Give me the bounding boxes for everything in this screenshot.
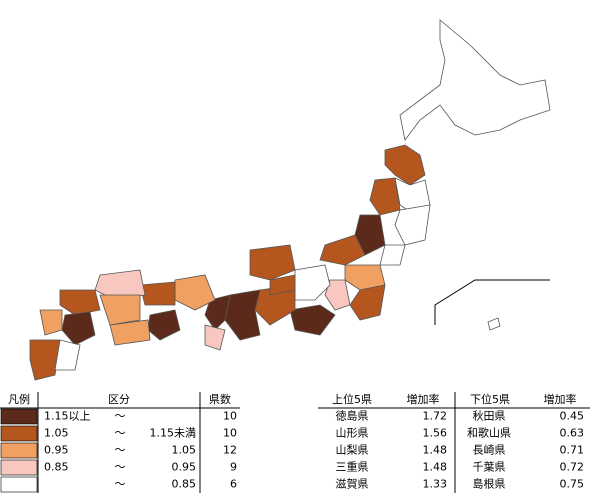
- region: [379, 244, 406, 266]
- region: [249, 244, 296, 281]
- header: 下位5県: [470, 392, 510, 406]
- region: [289, 304, 336, 336]
- region: [384, 144, 426, 186]
- rate: 0.75: [560, 478, 585, 491]
- rate: 0.45: [560, 410, 585, 423]
- region: [369, 177, 401, 216]
- range-to: 1.05: [172, 444, 197, 457]
- swatch: [0, 459, 38, 476]
- region: [204, 294, 231, 331]
- pref-name: 徳島県: [336, 409, 369, 423]
- rate: 1.72: [423, 410, 448, 423]
- header: 上位5県: [332, 392, 372, 406]
- region: [99, 294, 141, 326]
- count: 6: [230, 478, 237, 491]
- rate: 0.63: [560, 427, 585, 440]
- range-from: 0.85: [44, 461, 69, 474]
- swatch: [0, 476, 38, 493]
- region: [269, 274, 296, 296]
- pref-name: 和歌山県: [467, 426, 511, 440]
- rate: 0.72: [560, 461, 585, 474]
- region: [61, 311, 96, 346]
- pref-name: 滋賀県: [336, 478, 369, 491]
- count: 12: [223, 444, 237, 457]
- hokkaido: [399, 19, 551, 141]
- region: [224, 289, 261, 341]
- region: [59, 289, 101, 316]
- rate: 1.33: [423, 478, 448, 491]
- region: [349, 284, 386, 321]
- japan-map: [29, 19, 551, 381]
- region: [204, 324, 226, 351]
- range-sep: ～: [115, 461, 126, 474]
- range-to: 1.15未満: [150, 427, 197, 440]
- region: [54, 339, 81, 371]
- header: 区分: [108, 393, 130, 406]
- region: [109, 319, 151, 346]
- legend-table: 凡例 区分 県数 1.15以上 ～ 10 1.05 ～ 1.15未満 10 0.95 ～ 1.05 12 0…: [0, 392, 240, 493]
- range-sep: ～: [115, 444, 126, 457]
- pref-name: 三重県: [336, 460, 369, 474]
- pref-name: 山形県: [336, 427, 369, 440]
- region: [29, 339, 61, 381]
- rate: 1.56: [423, 427, 448, 440]
- region: [39, 309, 63, 336]
- range-from: 0.95: [44, 444, 69, 457]
- range-to: 0.85: [172, 478, 197, 491]
- region: [139, 281, 176, 306]
- okinawa-frame: [434, 279, 550, 325]
- header: 増加率: [544, 392, 577, 406]
- swatch: [0, 425, 38, 442]
- range-from: 1.15以上: [44, 410, 91, 423]
- range-to: 0.95: [172, 461, 197, 474]
- count: 10: [223, 427, 237, 440]
- pref-name: 秋田県: [473, 409, 506, 423]
- header: 増加率: [407, 392, 440, 406]
- region: [394, 204, 431, 246]
- region: [147, 309, 181, 341]
- region: [354, 214, 386, 256]
- header: 県数: [209, 393, 231, 406]
- range-from: 1.05: [44, 427, 69, 440]
- rate: 1.48: [423, 444, 448, 457]
- range-sep: ～: [115, 427, 126, 440]
- rate: 1.48: [423, 461, 448, 474]
- pref-name: 島根県: [473, 477, 506, 491]
- region: [319, 234, 366, 266]
- header: 凡例: [8, 392, 30, 406]
- okinawa: [487, 317, 501, 331]
- count: 10: [223, 410, 237, 423]
- range-sep: ～: [115, 478, 126, 491]
- swatch: [0, 408, 38, 425]
- pref-name: 山梨県: [336, 443, 369, 457]
- region: [324, 279, 351, 311]
- range-sep: ～: [115, 410, 126, 423]
- pref-name: 長崎県: [473, 443, 506, 457]
- swatch: [0, 442, 38, 459]
- count: 9: [230, 461, 237, 474]
- pref-name: 千葉県: [473, 460, 506, 474]
- rate: 0.71: [560, 444, 585, 457]
